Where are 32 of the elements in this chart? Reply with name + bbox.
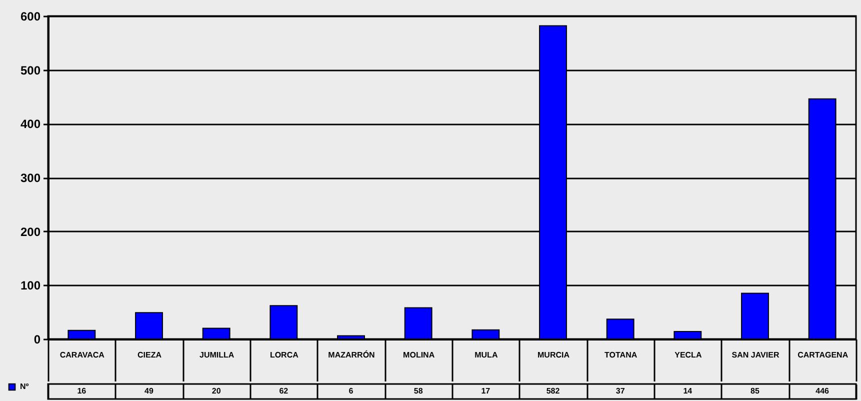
data-label: 85: [750, 386, 760, 396]
x-tick-label: MOLINA: [403, 350, 435, 360]
x-tick-label: TOTANA: [604, 350, 638, 360]
y-tick-label: 500: [20, 63, 41, 78]
y-tick-label: 100: [20, 278, 41, 293]
data-label: 6: [348, 386, 354, 396]
data-label: 37: [616, 386, 626, 396]
x-tick-label: JUMILLA: [199, 350, 234, 360]
y-tick-label: 0: [34, 332, 41, 346]
x-tick-label: MAZARRÓN: [328, 350, 376, 360]
x-tick-label: YECLA: [674, 350, 702, 360]
legend-label: Nº: [20, 382, 29, 391]
y-tick-label: 400: [20, 117, 41, 132]
x-tick-label: CARAVACA: [60, 350, 105, 360]
data-label: 17: [481, 386, 491, 396]
x-tick-label: MURCIA: [538, 350, 570, 360]
x-tick-label: CARTAGENA: [798, 350, 848, 360]
data-label: 58: [414, 386, 424, 396]
y-tick-label: 300: [20, 171, 41, 185]
x-tick-label: SAN JAVIER: [732, 350, 780, 360]
data-label: 16: [77, 386, 87, 396]
data-label: 14: [683, 386, 693, 396]
data-label: 20: [212, 386, 222, 396]
x-tick-label: MULA: [474, 350, 498, 360]
x-tick-label: CIEZA: [138, 350, 162, 360]
data-label: 62: [279, 386, 289, 396]
y-tick-label: 600: [20, 10, 41, 24]
data-label: 582: [546, 386, 560, 396]
y-tick-label: 200: [20, 224, 41, 239]
data-label: 446: [816, 386, 830, 396]
x-tick-label: LORCA: [270, 350, 299, 360]
data-label: 49: [144, 386, 154, 396]
